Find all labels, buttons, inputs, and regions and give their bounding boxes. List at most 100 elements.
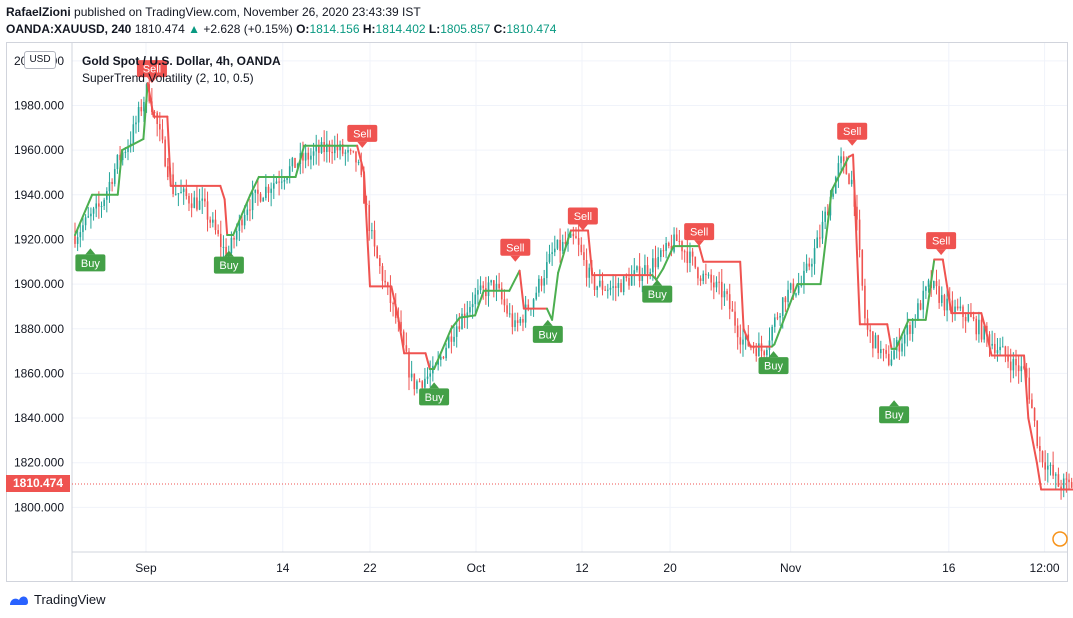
candle-body bbox=[689, 251, 691, 263]
supertrend-segment bbox=[121, 137, 145, 152]
x-tick-label: 16 bbox=[942, 561, 956, 575]
candle-body bbox=[1039, 445, 1041, 452]
candle-body bbox=[1049, 464, 1052, 466]
x-tick-label: 12:00 bbox=[1030, 561, 1060, 575]
candle-body bbox=[975, 318, 978, 335]
candle-body bbox=[1070, 482, 1073, 488]
candle-body bbox=[336, 145, 339, 151]
candle-body bbox=[959, 306, 962, 309]
chart-frame[interactable] bbox=[6, 42, 1068, 582]
candle-body bbox=[943, 295, 946, 311]
candle-body bbox=[691, 251, 694, 257]
candle-body bbox=[699, 278, 702, 281]
candle-body bbox=[291, 157, 294, 167]
candle-body bbox=[964, 316, 967, 322]
candle-body bbox=[869, 329, 872, 332]
candle-body bbox=[222, 246, 225, 248]
candle-body bbox=[1047, 465, 1049, 470]
candle-body bbox=[198, 200, 201, 210]
x-tick-label: 20 bbox=[663, 561, 677, 575]
candle-body bbox=[795, 293, 797, 296]
sell-label: Sell bbox=[353, 128, 371, 140]
candle-body bbox=[318, 146, 320, 153]
candle-body bbox=[479, 285, 482, 291]
candle-body bbox=[333, 145, 336, 154]
candle-body bbox=[548, 253, 551, 263]
candle-body bbox=[100, 206, 103, 208]
sell-label-bg bbox=[684, 223, 715, 241]
candle-body bbox=[135, 122, 137, 125]
candle-body bbox=[803, 270, 805, 285]
candle-body bbox=[694, 256, 697, 268]
candle-body bbox=[546, 262, 548, 279]
sell-label-bg bbox=[926, 232, 957, 250]
candle-body bbox=[649, 272, 652, 274]
candle-body bbox=[848, 174, 850, 185]
supertrend-segment bbox=[1023, 354, 1030, 420]
candle-body bbox=[1054, 474, 1057, 476]
buy-label-bg bbox=[419, 388, 450, 406]
candle-body bbox=[355, 151, 357, 163]
candle-body bbox=[596, 286, 598, 290]
candle-body bbox=[92, 208, 95, 214]
candle-body bbox=[705, 273, 707, 275]
candle-body bbox=[1012, 359, 1015, 371]
candle-body bbox=[739, 337, 742, 345]
candle-body bbox=[201, 198, 204, 201]
candle-body bbox=[919, 303, 922, 310]
buy-label: Buy bbox=[885, 410, 904, 422]
candle-body bbox=[967, 313, 970, 322]
candle-body bbox=[569, 233, 572, 238]
candle-body bbox=[599, 280, 601, 287]
indicator-label[interactable]: SuperTrend Volatility (2, 10, 0.5) bbox=[82, 71, 254, 85]
candle-body bbox=[450, 336, 453, 342]
candle-body bbox=[132, 124, 135, 144]
candle-body bbox=[901, 343, 903, 352]
candle-body bbox=[657, 257, 659, 268]
candle-body bbox=[209, 219, 211, 223]
supertrend-segment bbox=[698, 245, 705, 263]
sell-pointer bbox=[510, 255, 521, 262]
author-name[interactable]: RafaelZioni bbox=[6, 5, 71, 19]
candle-body bbox=[137, 106, 140, 123]
candle-body bbox=[379, 258, 381, 267]
chart-settings-icon[interactable] bbox=[1052, 531, 1068, 547]
candle-body bbox=[153, 111, 156, 113]
candle-body bbox=[1020, 366, 1023, 372]
candle-body bbox=[710, 274, 712, 283]
candle-body bbox=[453, 336, 455, 342]
candle-body bbox=[206, 201, 209, 220]
supertrend-segment bbox=[356, 144, 365, 174]
candle-body bbox=[156, 112, 158, 125]
y-tick-label: 1900.000 bbox=[14, 277, 64, 291]
candle-body bbox=[665, 242, 667, 251]
supertrend-segment bbox=[146, 82, 155, 118]
candle-body bbox=[972, 317, 975, 319]
candle-body bbox=[612, 286, 614, 288]
candle-body bbox=[535, 292, 538, 300]
sell-label: Sell bbox=[690, 227, 708, 239]
candle-body bbox=[577, 238, 580, 245]
y-tick-label: 1860.000 bbox=[14, 366, 64, 380]
candle-body bbox=[980, 319, 983, 340]
buy-label: Buy bbox=[425, 392, 444, 404]
candle-body bbox=[90, 213, 92, 217]
candle-body bbox=[241, 219, 243, 226]
candle-body bbox=[622, 276, 625, 293]
candle-body bbox=[819, 237, 821, 239]
candle-body bbox=[1028, 377, 1031, 400]
candle-body bbox=[842, 156, 845, 162]
currency-button[interactable]: USD bbox=[24, 51, 56, 69]
candle-body bbox=[940, 295, 943, 303]
candle-body bbox=[903, 334, 906, 344]
sell-label: Sell bbox=[843, 126, 861, 138]
candle-body bbox=[813, 248, 816, 264]
last-value: 1810.474 bbox=[134, 22, 185, 36]
supertrend-segment bbox=[232, 193, 252, 236]
y-tick-label: 1960.000 bbox=[14, 143, 64, 157]
candle-body bbox=[630, 275, 633, 286]
sell-label-bg bbox=[347, 124, 378, 142]
candle-body bbox=[164, 139, 166, 167]
tradingview-brand[interactable]: TradingView bbox=[8, 592, 106, 607]
